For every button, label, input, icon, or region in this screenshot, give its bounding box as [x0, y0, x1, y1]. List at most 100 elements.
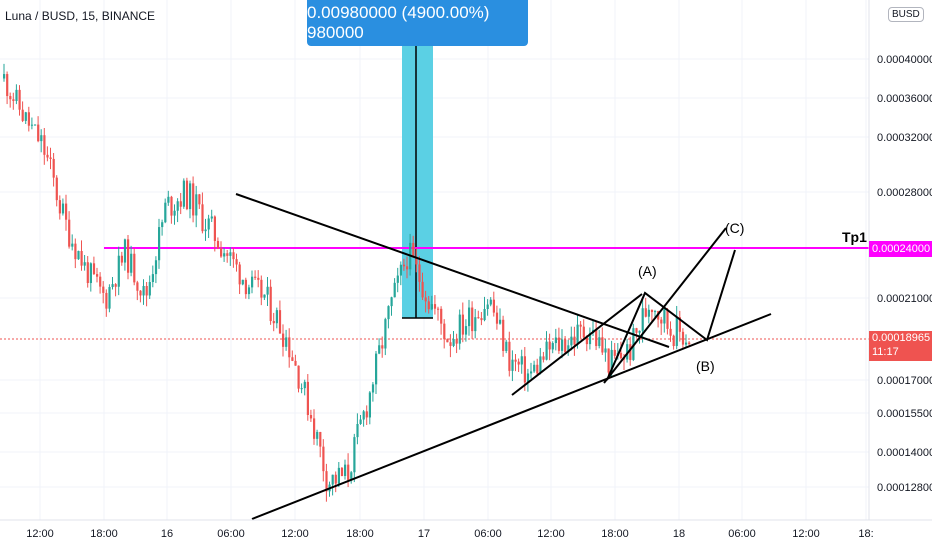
candle-body [629, 344, 632, 360]
candle-body [533, 364, 536, 372]
candle-body [120, 255, 123, 263]
time-tick-label: 12:00 [26, 528, 54, 540]
candle-body [539, 356, 542, 374]
candle-body [99, 276, 102, 287]
candle-body [604, 348, 607, 353]
last-price-tag: 0.00018965 11:17 [869, 331, 932, 361]
candle-body [201, 204, 204, 232]
inner-channel-line [511, 293, 643, 396]
candle-body [582, 326, 585, 338]
candle-body [71, 243, 74, 247]
candle-body [80, 251, 83, 266]
candle-body [204, 229, 207, 232]
candle-body [449, 342, 452, 346]
trendlines[interactable] [235, 193, 772, 520]
candle-body [254, 276, 257, 278]
candle-body [148, 282, 151, 296]
grid-lines [0, 0, 869, 520]
time-tick-label: 18:00 [90, 528, 118, 540]
candle-body [6, 74, 9, 97]
candle-body [517, 361, 520, 365]
candle-body [15, 89, 18, 101]
candle-body [495, 312, 499, 324]
candle-body [387, 306, 390, 320]
candle-body [24, 112, 27, 121]
candle-body [626, 344, 629, 360]
candle-body [9, 96, 12, 100]
candle-body [418, 264, 421, 282]
candle-body [241, 279, 244, 285]
candle-body [666, 309, 669, 329]
candle-body [108, 287, 111, 309]
candle-body [511, 359, 514, 371]
candle-body [288, 337, 291, 358]
candle-body [207, 218, 210, 230]
candle-body [530, 371, 533, 374]
candle-body [468, 307, 471, 327]
candle-body [309, 414, 313, 419]
candle-body [613, 349, 616, 356]
currency-badge[interactable]: BUSD [888, 7, 924, 22]
candle-body [272, 321, 275, 324]
candle-body [266, 286, 269, 295]
candle-body [396, 275, 399, 283]
candle-body [151, 274, 154, 283]
candle-body [660, 319, 663, 324]
candle-body [641, 308, 644, 331]
price-tick-label: 0.00015500 [877, 408, 932, 420]
price-tick-label: 0.00014000 [877, 447, 932, 459]
candle-body [294, 360, 297, 366]
candle-body [161, 222, 164, 228]
candle-body [678, 317, 681, 332]
candle-body [216, 240, 220, 249]
tp1-label: Tp1 [842, 229, 867, 245]
candle-body [198, 194, 201, 205]
candle-body [362, 411, 365, 420]
wave-projection-line [603, 227, 727, 384]
candle-body [158, 227, 161, 261]
candle-body [430, 304, 433, 310]
candle-body [114, 284, 117, 287]
candle-body [189, 183, 192, 210]
candle-body [257, 277, 260, 280]
symbol-info: Luna / BUSD, 15, BINANCE [5, 9, 156, 23]
candle-body [598, 337, 601, 347]
candle-body [514, 359, 517, 362]
abc-wave-path [606, 249, 736, 381]
candle-body [111, 284, 114, 288]
candle-body [306, 381, 309, 415]
time-axis[interactable]: 12:00 18:00 16 06:00 12:00 18:00 17 06:00 12:00 1… [26, 528, 873, 540]
candle-body [672, 335, 675, 347]
candle-body [130, 253, 133, 273]
candle-body [585, 337, 588, 345]
candle-body [371, 384, 375, 393]
candle-body [375, 353, 378, 385]
candle-body [220, 248, 223, 257]
candle-body [337, 467, 340, 484]
candle-body [247, 287, 251, 295]
candles [3, 63, 691, 502]
candle-body [313, 418, 316, 439]
price-axis[interactable]: 0.00040000 0.00036000 0.00032000 0.00028000… [877, 54, 932, 494]
time-tick-label: 12:00 [281, 528, 309, 540]
time-tick-label: 18:00 [601, 528, 629, 540]
time-tick-label: 18:00 [346, 528, 374, 540]
candle-body [37, 124, 40, 142]
candle-body [58, 200, 61, 214]
candle-body [30, 124, 34, 126]
price-tick-label: 0.00021000 [877, 293, 932, 305]
candle-body [285, 337, 288, 347]
candle-body [486, 304, 489, 310]
candle-body [74, 243, 77, 260]
candle-body [576, 324, 579, 345]
candle-body [68, 219, 71, 247]
candle-body [650, 309, 654, 313]
candle-body [669, 328, 672, 336]
candle-body [3, 74, 6, 79]
candle-body [427, 301, 430, 310]
candle-body [340, 467, 344, 477]
candle-body [164, 202, 167, 223]
candle-body [235, 259, 238, 265]
candle-body [275, 310, 278, 324]
